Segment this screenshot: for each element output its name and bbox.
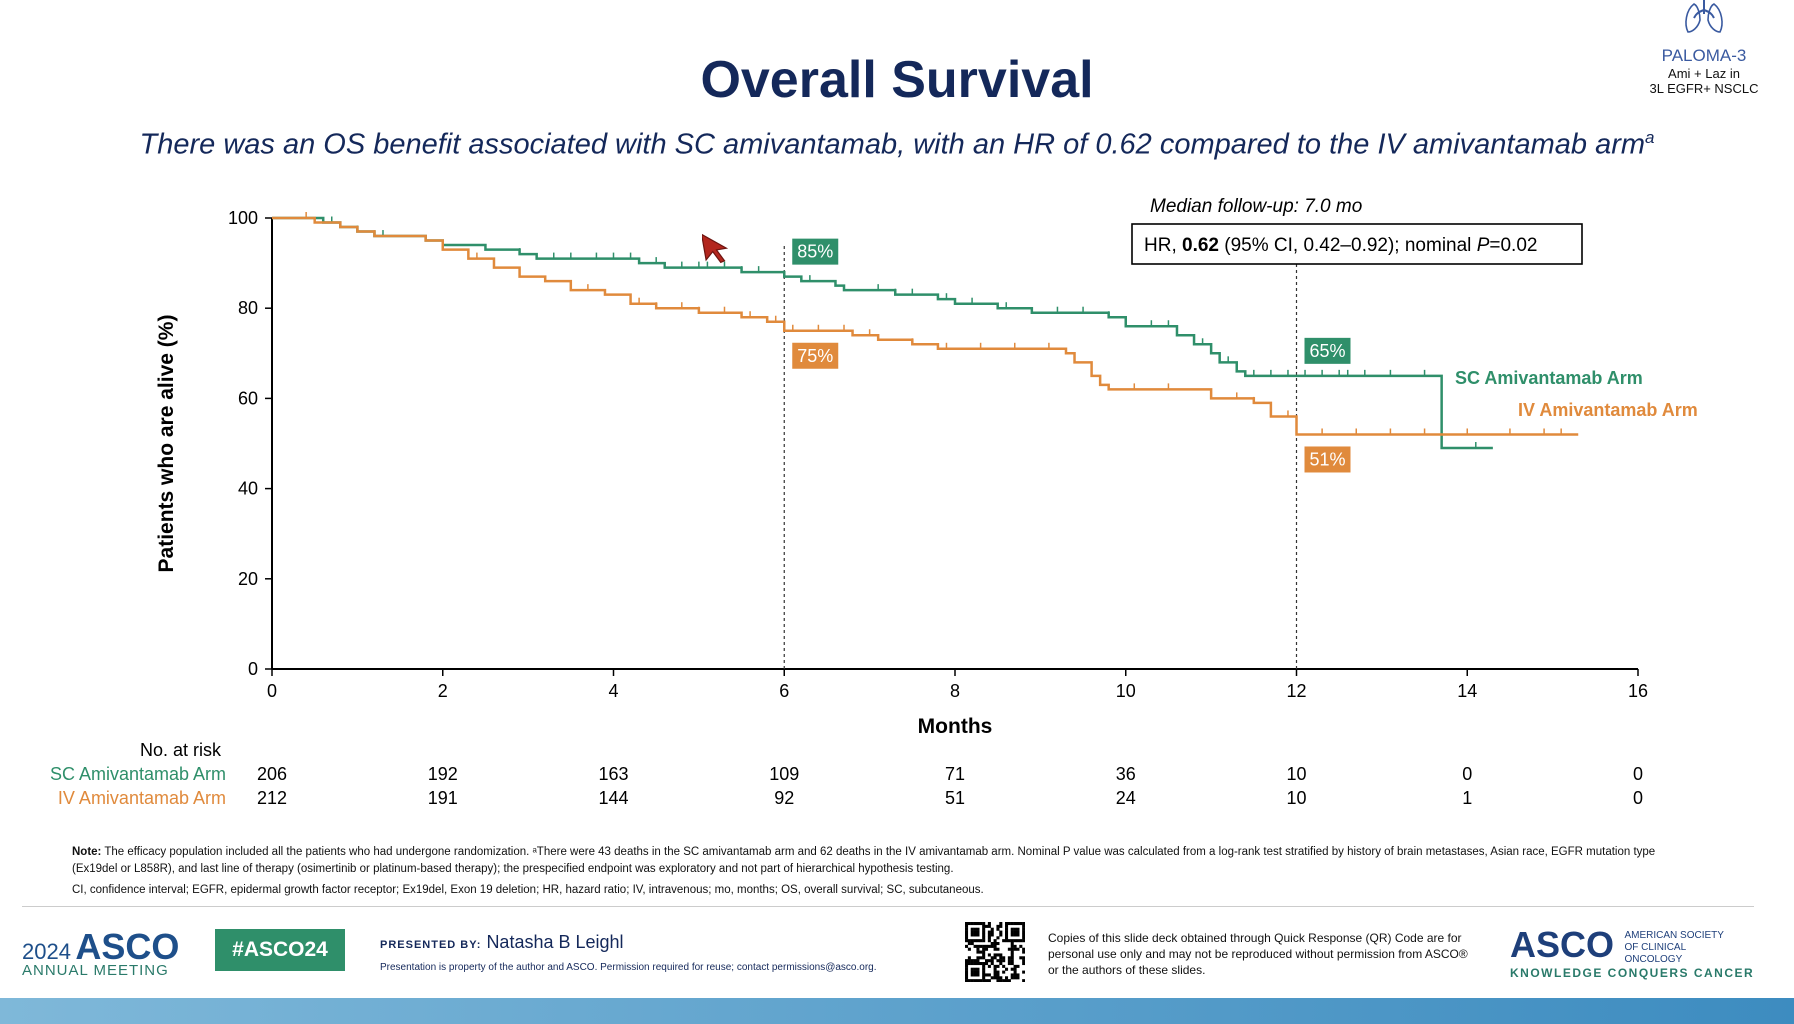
risk-cell: 109 [769,764,800,784]
median-followup: Median follow-up: 7.0 mo [1150,196,1362,217]
callout-box [792,342,839,369]
risk-row-label: SC Amivantamab Arm [49,764,226,784]
qr-code-icon [965,922,1025,982]
x-tick-label: 0 [267,681,277,701]
meeting-year: 2024 [22,939,71,964]
y-tick-label: 60 [238,388,258,408]
x-tick-label: 4 [608,681,618,701]
subtitle-text: There was an OS benefit associated with … [139,128,1646,161]
x-tick-label: 12 [1286,681,1306,701]
km-chart: 0 2 4 6 8 10 12 14 16 0 20 40 60 80 100 Months Patients … [155,196,1698,738]
presenter-name: Natasha B Leighl [486,932,624,952]
risk-cell: 163 [598,764,629,784]
callout-label: 85% [797,242,833,262]
callout-box [1304,446,1351,473]
y-tick-label: 100 [228,208,258,228]
study-logo: PALOMA-3 Ami + Laz in 3L EGFR+ NSCLC [1634,0,1774,96]
study-name: PALOMA-3 [1661,46,1747,65]
series-end-label-iv: IV Amivantamab Arm [1518,400,1698,420]
asco-tagline: KNOWLEDGE CONQUERS CANCER [1510,966,1755,980]
footer-divider [22,906,1754,907]
risk-cell: 10 [1286,764,1307,784]
risk-cell: 51 [944,788,966,808]
y-tick-label: 40 [238,479,258,499]
abbreviations: CI, confidence interval; EGFR, epidermal… [72,884,984,896]
hashtag-badge: #ASCO24 [215,929,345,971]
x-tick-label: 2 [438,681,448,701]
risk-cell: 191 [427,788,458,808]
callout-box [792,238,839,265]
risk-cell: 144 [598,788,629,808]
risk-table-header: No. at risk [140,740,222,760]
risk-cell: 24 [1115,788,1136,808]
asco-society-logo: ASCO AMERICAN SOCIETY OF CLINICAL ONCOLO… [1510,924,1754,980]
note-label: Note: [72,846,102,858]
meeting-asco: ASCO [75,926,180,967]
risk-cell: 0 [1632,764,1643,784]
society-name: AMERICAN SOCIETY OF CLINICAL ONCOLOGY [1624,930,1724,965]
y-tick-label: 20 [238,569,258,589]
x-tick-label: 10 [1116,681,1136,701]
hr-text: HR, 0.62 (95% CI, 0.42–0.92); nominal P=… [1144,235,1537,256]
risk-cell: 0 [1632,788,1643,808]
bottom-bar [0,998,1794,1024]
y-tick-label: 0 [248,659,258,679]
lungs-icon [1685,0,1723,33]
footnote: Note: The efficacy population included a… [72,844,1672,878]
copies-note: Copies of this slide deck obtained throu… [1048,931,1468,977]
risk-cell: 212 [256,788,288,808]
risk-cell: 1 [1462,788,1473,808]
x-tick-label: 8 [950,681,960,701]
risk-row-label: IV Amivantamab Arm [57,788,226,808]
x-axis-label: Months [918,715,993,738]
risk-cell: 92 [774,788,795,808]
presenter: PRESENTED BY: Natasha B Leighl [380,932,624,953]
risk-cell: 206 [256,764,288,784]
risk-cell: 36 [1115,764,1136,784]
risk-cell: 71 [944,764,966,784]
hr-box [1131,223,1583,265]
callout-box [1304,337,1351,364]
risk-cell: 192 [427,764,458,784]
series-end-label-sc: SC Amivantamab Arm [1455,368,1643,388]
y-tick-label: 80 [238,298,258,318]
slide-title: Overall Survival [700,51,1094,109]
x-tick-label: 6 [779,681,789,701]
presented-by-label: PRESENTED BY: [380,939,482,951]
asco-logo-text: ASCO [1510,924,1615,965]
subtitle-footnote-mark: a [1645,128,1655,147]
callout-label: 51% [1309,449,1345,469]
y-axis-label: Patients who are alive (%) [155,315,178,573]
note-text: The efficacy population included all the… [72,846,1656,875]
meeting-name: ANNUAL MEETING [22,962,169,979]
slide-subtitle: There was an OS benefit associated with … [0,128,1794,162]
callout-label: 65% [1309,341,1345,361]
study-line2: Ami + Laz in [1668,66,1740,81]
x-tick-label: 14 [1457,681,1477,701]
mouse-pointer-icon [700,230,730,269]
callout-label: 75% [797,346,833,366]
study-line3: 3L EGFR+ NSCLC [1649,81,1759,96]
risk-cell: 0 [1462,764,1473,784]
x-tick-label: 16 [1628,681,1648,701]
series-line-iv [272,216,1579,436]
risk-cell: 10 [1286,788,1307,808]
property-note: Presentation is property of the author a… [380,962,877,973]
asco-meeting-logo: 2024 ASCO ANNUAL MEETING [22,926,179,979]
